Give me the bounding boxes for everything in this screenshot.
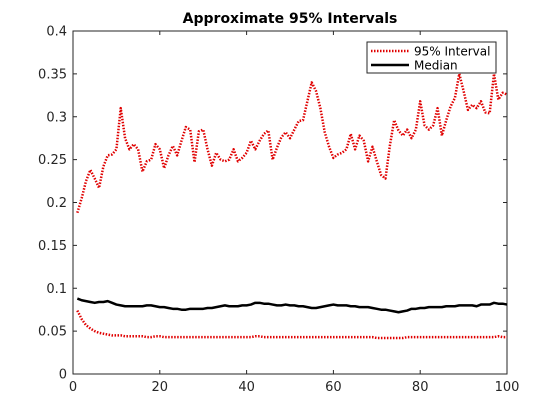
y-tick-label: 0.35 <box>38 67 67 82</box>
y-tick-label: 0.1 <box>46 282 67 297</box>
plot-area <box>72 30 508 375</box>
x-tick-label: 40 <box>238 380 255 395</box>
legend-box <box>366 41 497 74</box>
legend-label: Median <box>414 59 458 73</box>
x-tick-label: 100 <box>495 380 520 395</box>
y-tick-label: 0.2 <box>46 196 67 211</box>
y-tick-label: 0.25 <box>38 153 67 168</box>
x-tick-label: 20 <box>152 380 169 395</box>
axes-box <box>72 30 508 375</box>
series-lines <box>76 72 508 340</box>
x-tick-label: 60 <box>325 380 342 395</box>
series-line-median <box>76 297 508 314</box>
y-axis-ticks: 0 0.05 0.1 0.15 0.2 0.25 0.3 0.35 0.4 <box>38 25 507 383</box>
x-tick-label: 80 <box>412 380 429 395</box>
series-line-95-upper <box>76 72 508 214</box>
y-tick-label: 0.3 <box>46 110 67 125</box>
series-line-95-lower <box>76 309 507 340</box>
y-tick-label: 0.4 <box>46 25 67 40</box>
y-tick-label: 0.05 <box>38 325 67 340</box>
legend-label: 95% Interval <box>414 45 490 59</box>
x-tick-label: 0 <box>69 380 77 395</box>
y-tick-label: 0 <box>59 368 67 383</box>
chart-title: Approximate 95% Intervals <box>183 11 398 27</box>
x-axis-ticks: 0 20 40 60 80 100 <box>69 31 520 395</box>
y-tick-label: 0.15 <box>38 239 67 254</box>
